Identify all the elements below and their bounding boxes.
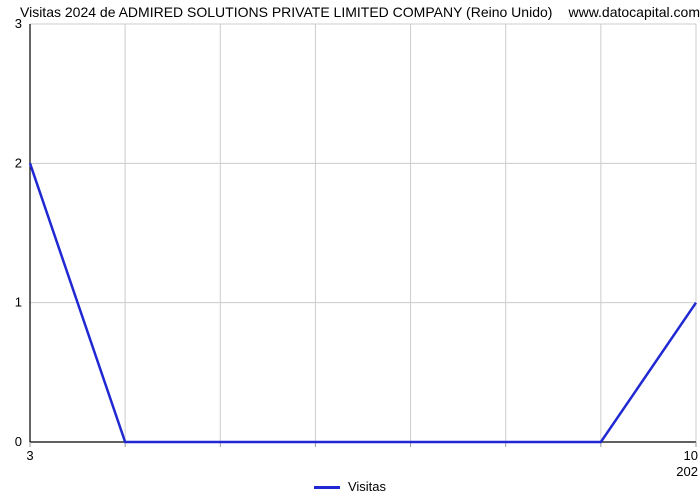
svg-text:1: 1 bbox=[15, 295, 22, 310]
watermark-text: www.datocapital.com bbox=[568, 4, 700, 20]
chart-container: Visitas 2024 de ADMIRED SOLUTIONS PRIVAT… bbox=[0, 0, 700, 500]
svg-text:0: 0 bbox=[15, 434, 22, 449]
line-chart: 0123310202 bbox=[0, 0, 700, 500]
legend-swatch bbox=[314, 486, 340, 489]
svg-text:3: 3 bbox=[26, 448, 33, 463]
svg-text:2: 2 bbox=[15, 155, 22, 170]
chart-title: Visitas 2024 de ADMIRED SOLUTIONS PRIVAT… bbox=[20, 4, 552, 20]
legend-label: Visitas bbox=[348, 479, 386, 494]
svg-text:202: 202 bbox=[676, 464, 698, 479]
svg-text:10: 10 bbox=[684, 448, 698, 463]
legend: Visitas bbox=[0, 479, 700, 494]
